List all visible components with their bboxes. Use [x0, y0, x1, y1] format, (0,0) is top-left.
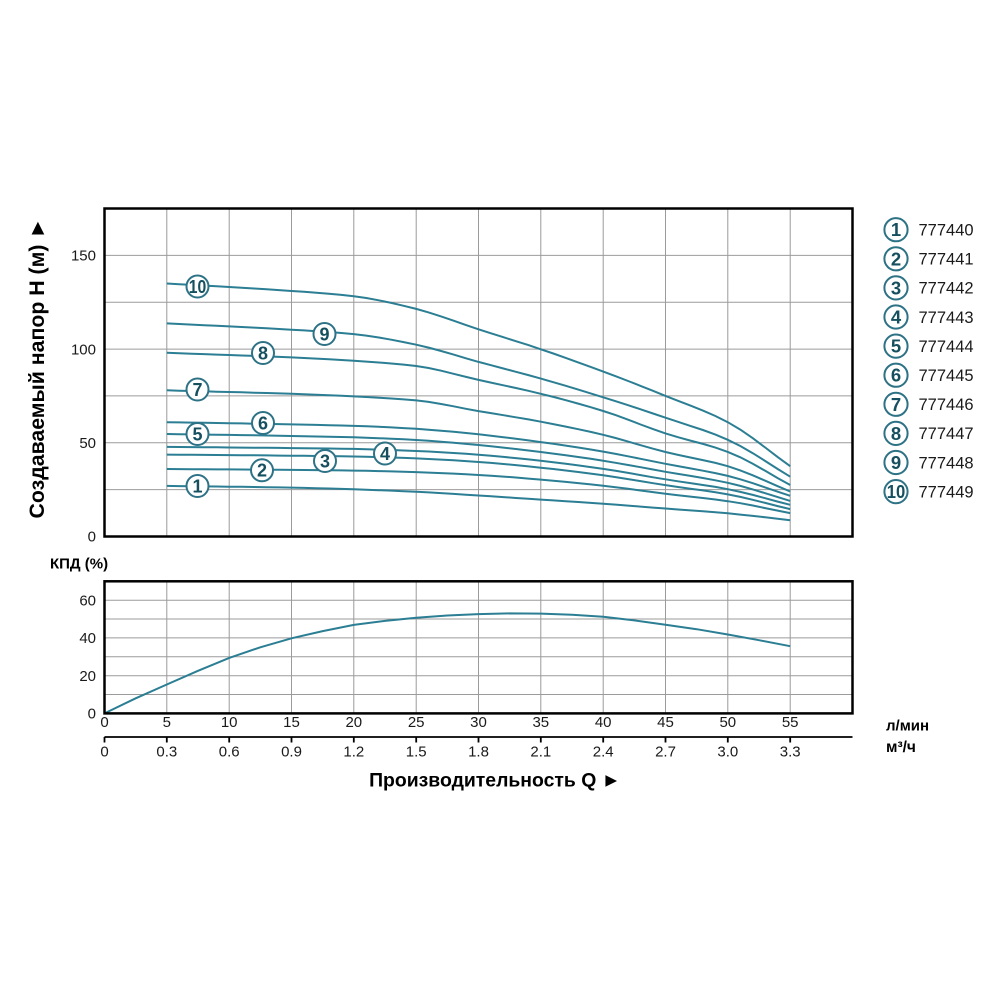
svg-text:15: 15	[283, 714, 300, 731]
svg-text:40: 40	[595, 714, 612, 731]
svg-text:Производительность Q ►: Производительность Q ►	[369, 770, 621, 792]
svg-text:10: 10	[221, 714, 238, 731]
svg-text:0.6: 0.6	[219, 744, 240, 761]
svg-text:2.7: 2.7	[655, 744, 676, 761]
svg-text:КПД (%): КПД (%)	[50, 556, 108, 573]
svg-text:6: 6	[258, 413, 268, 433]
svg-text:1.5: 1.5	[406, 744, 427, 761]
svg-text:1.8: 1.8	[468, 744, 489, 761]
svg-text:7: 7	[192, 380, 202, 400]
svg-text:777448: 777448	[919, 454, 974, 472]
svg-text:45: 45	[657, 714, 674, 731]
svg-text:777445: 777445	[919, 367, 974, 385]
svg-text:60: 60	[79, 592, 96, 609]
svg-text:3.0: 3.0	[717, 744, 738, 761]
svg-text:2: 2	[257, 461, 267, 481]
svg-text:50: 50	[719, 714, 736, 731]
svg-text:3.3: 3.3	[780, 744, 801, 761]
svg-text:777446: 777446	[919, 396, 974, 414]
svg-text:1: 1	[891, 219, 901, 240]
svg-text:9: 9	[891, 452, 901, 473]
svg-text:5: 5	[192, 424, 202, 444]
svg-text:4: 4	[380, 444, 390, 464]
svg-text:4: 4	[891, 307, 902, 328]
svg-text:25: 25	[408, 714, 425, 731]
svg-text:8: 8	[258, 343, 268, 363]
svg-text:50: 50	[79, 435, 96, 452]
svg-text:1.2: 1.2	[343, 744, 364, 761]
svg-text:Создаваемый напор Н (м) ►: Создаваемый напор Н (м) ►	[25, 218, 49, 519]
svg-text:0: 0	[100, 714, 108, 731]
svg-text:777444: 777444	[919, 338, 974, 356]
svg-text:0.9: 0.9	[281, 744, 302, 761]
svg-text:2: 2	[891, 248, 901, 269]
svg-text:777440: 777440	[919, 222, 974, 240]
svg-text:0: 0	[88, 706, 96, 723]
svg-text:5: 5	[163, 714, 171, 731]
svg-text:20: 20	[345, 714, 362, 731]
svg-text:777443: 777443	[919, 309, 974, 327]
svg-text:0: 0	[88, 529, 96, 546]
svg-text:5: 5	[891, 336, 901, 357]
svg-text:7: 7	[891, 394, 901, 415]
svg-text:2.1: 2.1	[530, 744, 551, 761]
svg-text:3: 3	[891, 277, 901, 298]
svg-text:100: 100	[71, 341, 96, 358]
svg-text:л/мин: л/мин	[886, 718, 929, 735]
svg-text:0.3: 0.3	[156, 744, 177, 761]
svg-text:10: 10	[887, 481, 906, 502]
svg-text:777442: 777442	[919, 280, 974, 298]
svg-text:3: 3	[320, 451, 330, 471]
svg-text:40: 40	[79, 630, 96, 647]
svg-text:777441: 777441	[919, 251, 974, 269]
svg-text:1: 1	[192, 476, 202, 496]
svg-text:35: 35	[532, 714, 549, 731]
svg-text:777447: 777447	[919, 425, 974, 443]
svg-text:8: 8	[891, 423, 901, 444]
svg-text:2.4: 2.4	[593, 744, 614, 761]
svg-text:10: 10	[189, 277, 207, 297]
svg-text:м³/ч: м³/ч	[886, 739, 916, 756]
svg-text:20: 20	[79, 668, 96, 685]
svg-text:55: 55	[782, 714, 799, 731]
svg-text:150: 150	[71, 248, 96, 265]
svg-text:777449: 777449	[919, 483, 974, 501]
svg-text:0: 0	[100, 744, 108, 761]
svg-text:9: 9	[319, 324, 329, 344]
svg-text:30: 30	[470, 714, 487, 731]
svg-text:6: 6	[891, 365, 901, 386]
